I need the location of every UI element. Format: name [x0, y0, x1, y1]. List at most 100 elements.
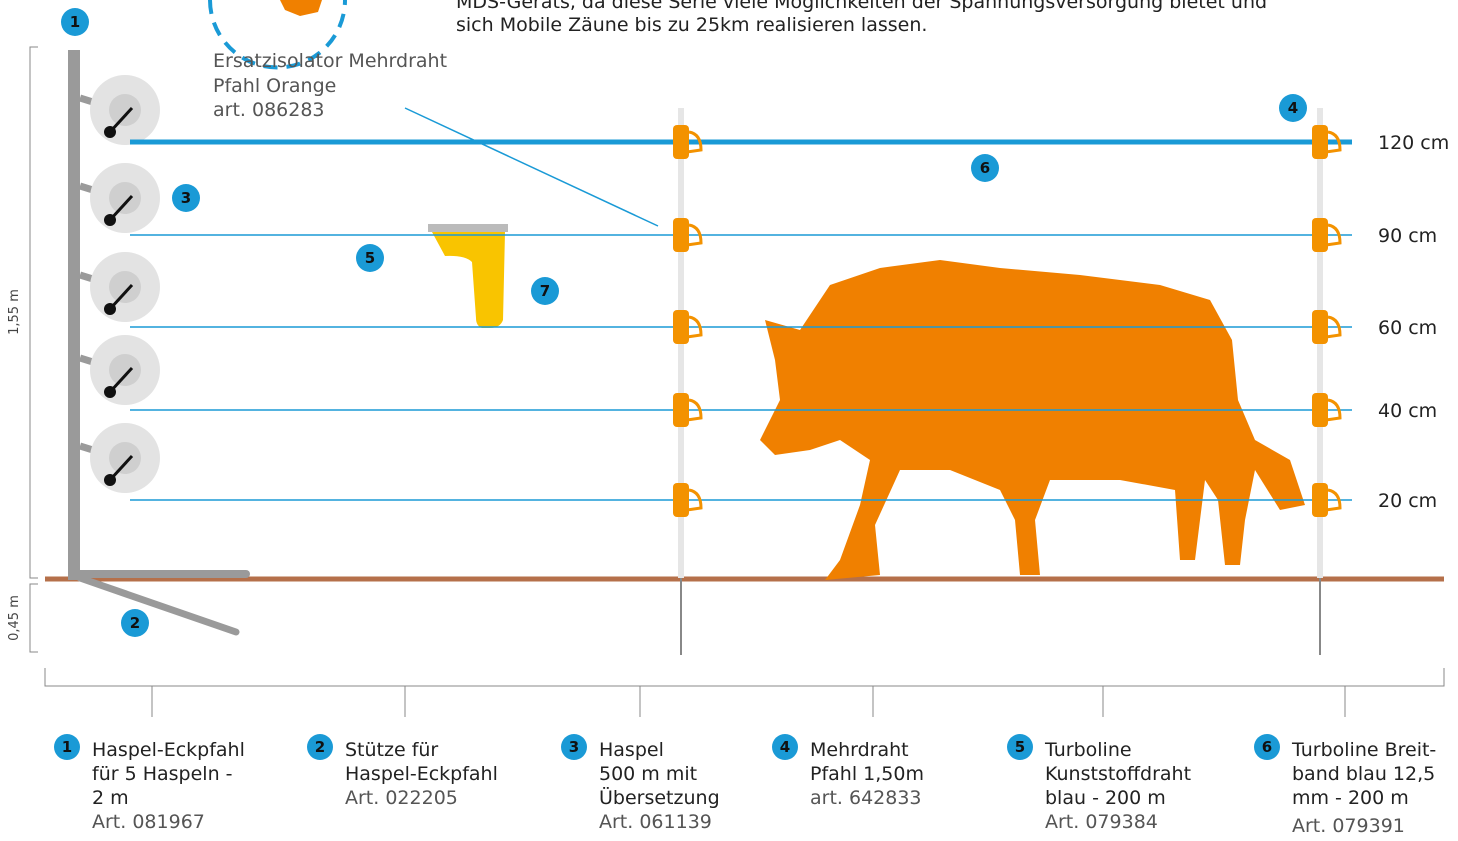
legend-text: Turboline: [1044, 739, 1132, 761]
legend-text: Stütze für: [345, 739, 438, 761]
marker-circle: [1279, 94, 1307, 122]
insulator: [1312, 125, 1328, 159]
insulator: [673, 218, 689, 252]
insulator: [673, 310, 689, 344]
marker-number: 2: [130, 614, 140, 632]
legend-text: Haspel-Eckpfahl: [92, 739, 245, 761]
marker-circle: [531, 277, 559, 305]
marker-number: 4: [1288, 99, 1298, 117]
reel-hub: [109, 442, 141, 474]
dimension-label: 0,45 m: [7, 595, 22, 641]
insulator-hook: [1325, 315, 1342, 339]
insulator-hook: [686, 398, 703, 422]
callout-line: [404, 107, 659, 227]
reel-hub: [109, 94, 141, 126]
callout-art: art. 086283: [213, 99, 325, 121]
height-label: 20 cm: [1378, 490, 1437, 512]
dimension-label: 1,55 m: [7, 289, 22, 335]
legend-art: art. 642833: [810, 787, 922, 809]
reel-hub: [109, 182, 141, 214]
legend-circle: [772, 734, 798, 760]
marker-circle: [61, 8, 89, 36]
reel-hub: [109, 271, 141, 303]
legend-circle: [561, 734, 587, 760]
legend-text: Pfahl 1,50m: [810, 763, 924, 785]
legend-text: Übersetzung: [599, 786, 720, 809]
legend-text: 500 m mit: [599, 763, 697, 785]
reel-knob: [104, 386, 116, 398]
legend-text: Haspel: [599, 739, 664, 761]
callout-title: Pfahl Orange: [213, 75, 336, 97]
legend-number: 3: [569, 738, 579, 756]
yellow-isolator: [432, 232, 505, 328]
legend-number: 5: [1015, 738, 1025, 756]
reel-knob: [104, 303, 116, 315]
height-label: 90 cm: [1378, 225, 1437, 247]
insulator: [1312, 310, 1328, 344]
reel-knob: [104, 126, 116, 138]
insulator-hook: [686, 488, 703, 512]
marker-number: 6: [980, 159, 990, 177]
legend-art: Art. 061139: [599, 811, 712, 833]
legend-circle: [1254, 734, 1280, 760]
marker-number: 3: [181, 189, 191, 207]
legend-art: Art. 079391: [1292, 815, 1405, 837]
insulator-hook: [686, 223, 703, 247]
reel-knob: [104, 214, 116, 226]
legend-text: mm - 200 m: [1292, 787, 1409, 809]
legend-art: Art. 081967: [92, 811, 205, 833]
legend-text: blau - 200 m: [1045, 787, 1166, 809]
insulator: [673, 393, 689, 427]
callout-title: Ersatzisolator Mehrdraht: [213, 50, 447, 72]
height-label: 60 cm: [1378, 317, 1437, 339]
reel-hub: [109, 354, 141, 386]
legend-art: Art. 079384: [1045, 811, 1158, 833]
insulator: [1312, 483, 1328, 517]
wolf: [760, 260, 1305, 580]
insulator-hook: [1325, 223, 1342, 247]
dimension-lines: [29, 46, 1445, 717]
insulator: [1312, 393, 1328, 427]
legend-number: 2: [315, 738, 325, 756]
legend-circle: [54, 734, 80, 760]
legend-text: Kunststoffdraht: [1045, 763, 1191, 785]
insulator-hook: [686, 315, 703, 339]
legend-number: 1: [62, 738, 72, 756]
insulator: [673, 125, 689, 159]
legend-text: Turboline Breit-: [1291, 739, 1436, 761]
intro-line: sich Mobile Zäune bis zu 25km realisiere…: [456, 14, 927, 36]
insulator: [673, 483, 689, 517]
isolator-icon: [280, 0, 322, 16]
support: [76, 574, 240, 636]
insulator-hook: [1325, 398, 1342, 422]
height-label: 120 cm: [1378, 132, 1449, 154]
legend-text: 2 m: [92, 787, 129, 809]
dashed-circle: [208, 0, 347, 70]
legend-circle: [1007, 734, 1033, 760]
legend-text: Haspel-Eckpfahl: [345, 763, 498, 785]
legend-text: Mehrdraht: [810, 739, 909, 761]
legend-circle: [307, 734, 333, 760]
insulator-hook: [686, 130, 703, 154]
marker-number: 1: [70, 13, 80, 31]
legend-number: 6: [1262, 738, 1272, 756]
reel-knob: [104, 474, 116, 486]
legend-text: band blau 12,5: [1292, 763, 1435, 785]
marker-number: 5: [365, 249, 375, 267]
legend-art: Art. 022205: [345, 787, 458, 809]
height-label: 40 cm: [1378, 400, 1437, 422]
insulator: [1312, 218, 1328, 252]
isolator-top: [428, 224, 508, 232]
marker-circle: [172, 184, 200, 212]
marker-circle: [356, 244, 384, 272]
insulator-hook: [1325, 130, 1342, 154]
marker-circle: [121, 609, 149, 637]
marker-number: 7: [540, 282, 550, 300]
legend-number: 4: [780, 738, 790, 756]
insulator-hook: [1325, 488, 1342, 512]
legend-text: für 5 Haspeln -: [92, 763, 233, 785]
marker-circle: [971, 154, 999, 182]
intro-line: MDS-Geräts, da diese Serie viele Möglich…: [456, 0, 1267, 13]
